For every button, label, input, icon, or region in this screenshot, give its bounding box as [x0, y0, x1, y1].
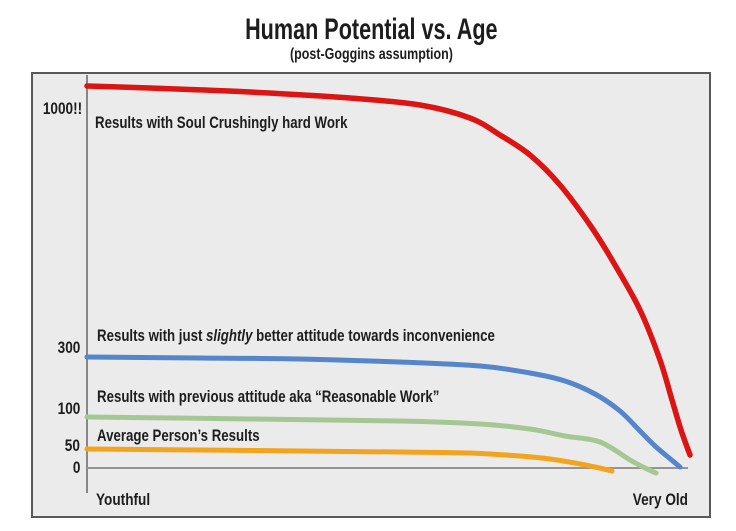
curve-reasonable-work	[84, 414, 659, 476]
chart-title: Human Potential vs. Age	[31, 14, 711, 46]
x-axis-label-youthful: Youthful	[96, 490, 151, 509]
curve-soul-crushing	[84, 83, 693, 458]
chart-title-text: Human Potential vs. Age	[244, 13, 498, 46]
y-tick-0: 0	[72, 458, 80, 477]
curves-group	[84, 83, 693, 476]
series-label-slightly-better: Results with just slightly better attitu…	[97, 326, 607, 346]
y-tick-100: 100	[57, 399, 80, 418]
series-label-average-person: Average Person’s Results	[97, 426, 260, 445]
series-label-reasonable-work: Results with previous attitude aka “Reas…	[97, 387, 440, 406]
chart-subtitle-text: (post-Goggins assumption)	[289, 46, 453, 63]
curve-average-person	[84, 446, 615, 474]
series-label-blue-suffix: better attitude towards inconvenience	[252, 326, 495, 345]
chart-subtitle: (post-Goggins assumption)	[31, 46, 711, 64]
y-tick-1000: 1000!!	[42, 99, 83, 118]
y-tick-50: 50	[64, 436, 80, 455]
y-tick-300: 300	[57, 338, 80, 357]
series-label-soul-crushing: Results with Soul Crushingly hard Work	[95, 113, 348, 132]
curve-slightly-better-attitude	[84, 354, 683, 470]
plot-svg	[84, 75, 693, 493]
x-axis-label-very-old: Very Old	[632, 490, 688, 509]
series-label-blue-prefix: Results with just	[97, 326, 207, 345]
series-label-blue-italic: slightly	[206, 326, 253, 345]
plot-area: 1000!! 300 100 50 0 Results with Soul Cr…	[31, 72, 711, 518]
